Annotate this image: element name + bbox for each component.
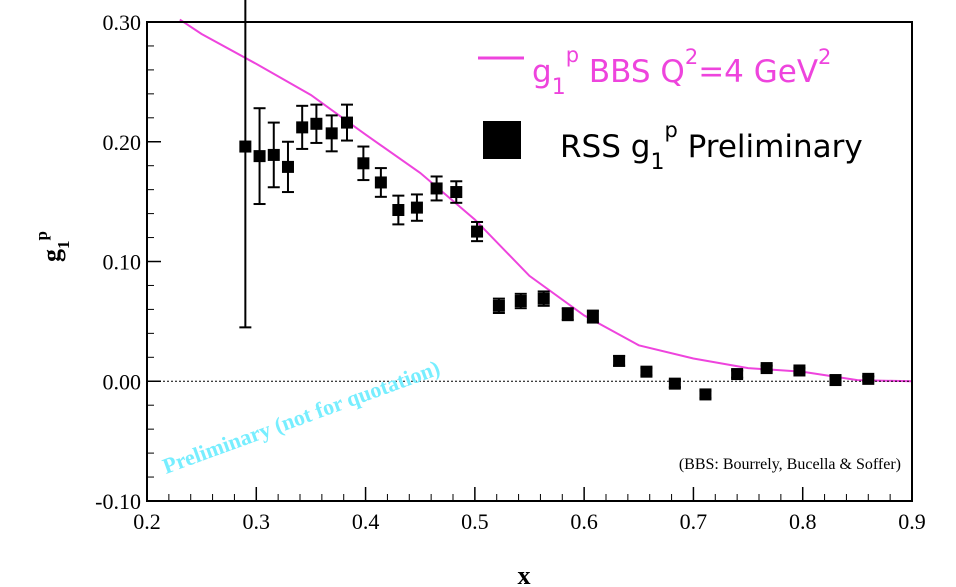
x-tick-label: 0.2 bbox=[133, 509, 161, 534]
x-tick-label: 0.3 bbox=[243, 509, 271, 534]
data-point bbox=[613, 354, 626, 367]
data-point bbox=[450, 186, 463, 199]
preliminary-watermark: Preliminary (not for quotation) bbox=[159, 355, 443, 479]
data-point bbox=[760, 362, 773, 375]
data-point bbox=[374, 176, 387, 189]
y-tick-label: -0.10 bbox=[95, 489, 141, 514]
x-tick-label: 0.8 bbox=[789, 509, 817, 534]
data-point bbox=[430, 182, 443, 195]
y-tick-label: 0.30 bbox=[103, 10, 142, 35]
data-point bbox=[537, 292, 550, 305]
data-point bbox=[340, 116, 353, 129]
data-point bbox=[829, 374, 842, 387]
x-tick-label: 0.4 bbox=[352, 509, 380, 534]
y-axis-title: g1p bbox=[32, 231, 73, 262]
x-tick-label: 0.5 bbox=[461, 509, 489, 534]
y-tick-label: 0.10 bbox=[103, 250, 142, 275]
data-point bbox=[862, 372, 875, 385]
legend-bbs-label: g1p BBS Q2=4 GeV2 bbox=[532, 43, 831, 100]
data-point bbox=[699, 388, 712, 401]
y-tick-label: 0.00 bbox=[103, 369, 142, 394]
bbs-credit-note: (BBS: Bourrely, Bucella & Soffer) bbox=[679, 456, 901, 473]
data-point bbox=[253, 150, 266, 163]
data-point bbox=[514, 295, 527, 308]
x-tick-label: 0.7 bbox=[680, 509, 708, 534]
x-tick-label: 0.9 bbox=[898, 509, 926, 534]
data-point bbox=[239, 140, 252, 153]
x-tick-label: 0.6 bbox=[570, 509, 598, 534]
data-point bbox=[281, 160, 294, 173]
data-point bbox=[492, 299, 505, 312]
bbs-curve bbox=[179, 18, 913, 383]
data-point bbox=[392, 204, 405, 217]
data-point bbox=[471, 225, 484, 238]
data-point bbox=[586, 310, 599, 323]
data-point bbox=[267, 148, 280, 161]
legend-rss-square-swatch bbox=[483, 121, 521, 159]
y-tick-label: 0.20 bbox=[103, 130, 142, 155]
data-point bbox=[310, 117, 323, 130]
data-point bbox=[357, 157, 370, 170]
data-point bbox=[410, 201, 423, 214]
rss-points-layer bbox=[239, 0, 875, 401]
data-point bbox=[731, 368, 744, 381]
data-point bbox=[640, 365, 653, 378]
data-point bbox=[296, 121, 309, 134]
data-point bbox=[793, 364, 806, 377]
data-point bbox=[325, 127, 338, 140]
legend-rss-label: RSS g1p Preliminary bbox=[560, 118, 863, 175]
axis-ticks: 0.2 0.3 0.4 0.5 0.6 0.7 0.8 0.9 -0.10 0.00 0.10 0.2… bbox=[95, 10, 926, 534]
data-point bbox=[561, 308, 574, 321]
bbs-curve-layer bbox=[179, 18, 913, 383]
x-axis-title: x bbox=[518, 561, 531, 587]
data-point bbox=[668, 377, 681, 390]
